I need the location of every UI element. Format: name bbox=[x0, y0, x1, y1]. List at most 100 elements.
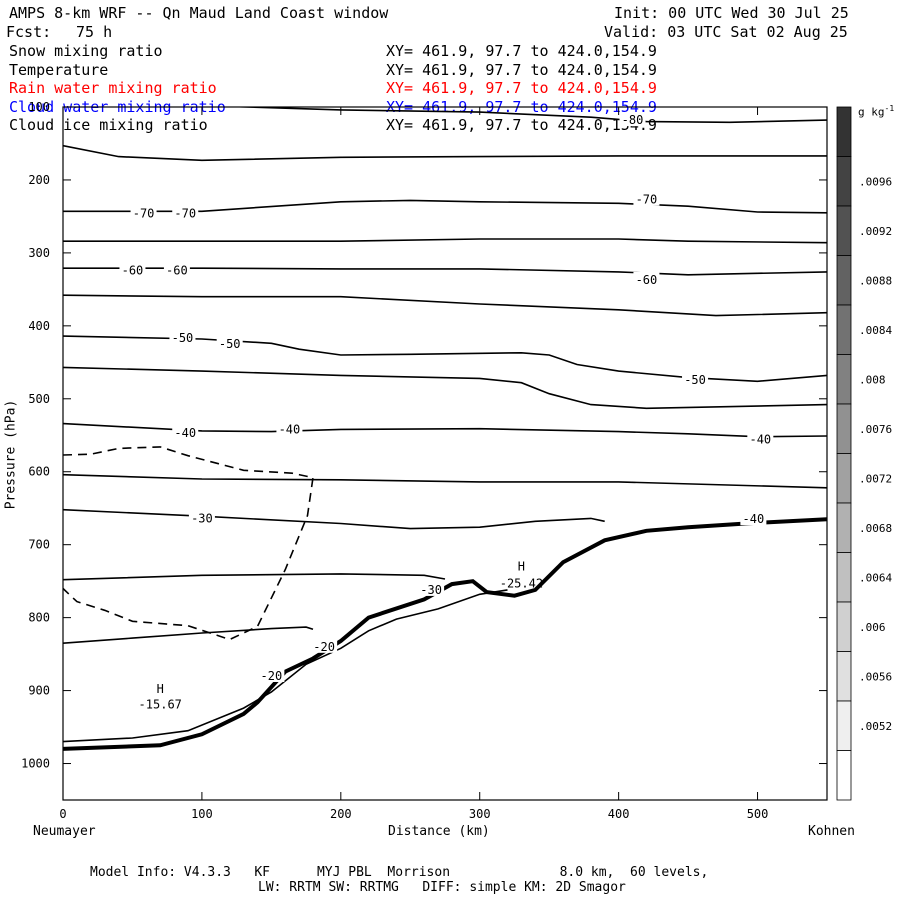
x-end-location: Kohnen bbox=[808, 824, 855, 839]
colorbar-label: .0096 bbox=[859, 175, 892, 188]
colorbar-bin bbox=[836, 502, 852, 553]
field-section-coords: XY= 461.9, 97.7 to 424.0,154.9 bbox=[386, 60, 657, 79]
extremum-annotation: -25.42 bbox=[500, 576, 543, 590]
snow-mixing-ratio-contour bbox=[63, 446, 314, 641]
contour-label: -20 bbox=[313, 640, 335, 654]
extremum-annotation: H bbox=[157, 682, 164, 696]
chart-title: AMPS 8-km WRF -- Qn Maud Land Coast wind… bbox=[9, 4, 389, 22]
colorbar-bin bbox=[836, 651, 852, 702]
contour-label-bg bbox=[747, 431, 774, 446]
y-tick-label: 300 bbox=[28, 246, 50, 260]
x-tick-label: 400 bbox=[608, 807, 630, 821]
colorbar-label: .0072 bbox=[859, 472, 892, 485]
y-tick-label: 400 bbox=[28, 319, 50, 333]
forecast-hours: 75 h bbox=[76, 23, 113, 41]
x-tick-label: 300 bbox=[469, 807, 491, 821]
contour-label: -70 bbox=[636, 193, 658, 207]
contour-label-bg bbox=[216, 336, 243, 351]
contour-label-bg bbox=[172, 425, 199, 440]
colorbar-unit: g kg-1 bbox=[858, 104, 895, 119]
x-tick-label: 100 bbox=[191, 807, 213, 821]
contour-label-bg bbox=[619, 112, 646, 127]
extremum-annotation: H bbox=[518, 560, 525, 574]
field-section-coords: XY= 461.9, 97.7 to 424.0,154.9 bbox=[386, 42, 657, 60]
x-axis-label: Distance (km) bbox=[388, 824, 490, 839]
contour-label-bg bbox=[258, 667, 285, 682]
colorbar-bin bbox=[836, 156, 852, 207]
colorbar-bin bbox=[836, 205, 852, 256]
colorbar-label: .0052 bbox=[859, 720, 892, 733]
contour-label-bg bbox=[188, 510, 215, 525]
contour-label: -50 bbox=[684, 373, 706, 387]
y-tick-label: 800 bbox=[28, 611, 50, 625]
contour-label: -30 bbox=[191, 511, 213, 525]
temperature-contour bbox=[63, 626, 314, 644]
extremum-annotation: -15.67 bbox=[139, 697, 182, 711]
x-tick-label: 200 bbox=[330, 807, 352, 821]
x-tick-label: 500 bbox=[747, 807, 769, 821]
colorbar-bin bbox=[836, 552, 852, 603]
contour-label-bg bbox=[163, 262, 190, 277]
field-section-coords: XY= 461.9, 97.7 to 424.0,154.9 bbox=[386, 79, 657, 97]
contour-label: -60 bbox=[636, 273, 658, 287]
contour-label-bg bbox=[633, 271, 660, 286]
contour-label-bg bbox=[276, 421, 303, 436]
colorbar-bin bbox=[836, 354, 852, 405]
colorbar-label: .008 bbox=[859, 373, 886, 386]
temperature-contour bbox=[63, 589, 508, 743]
y-tick-label: 700 bbox=[28, 538, 50, 552]
x-start-location: Neumayer bbox=[33, 824, 96, 839]
colorbar-label: .0068 bbox=[859, 522, 892, 535]
colorbar-label: .0064 bbox=[859, 571, 892, 584]
contour-label-bg bbox=[740, 511, 767, 526]
colorbar-label: .0056 bbox=[859, 670, 892, 683]
contour-label: -40 bbox=[749, 433, 771, 447]
field-name: Snow mixing ratio bbox=[9, 42, 163, 60]
x-tick-label: 0 bbox=[59, 807, 66, 821]
y-tick-label: 100 bbox=[28, 100, 50, 114]
contour-label-bg bbox=[418, 581, 445, 596]
contour-label: -60 bbox=[166, 263, 188, 277]
temperature-contour bbox=[63, 199, 827, 214]
y-tick-label: 1000 bbox=[21, 757, 50, 771]
contour-label: -50 bbox=[172, 331, 194, 345]
contour-label: -30 bbox=[420, 583, 442, 597]
contour-label-bg bbox=[130, 205, 157, 220]
contour-label: -20 bbox=[261, 669, 283, 683]
model-info-line2: LW: RRTM SW: RRTMG DIFF: simple KM: 2D S… bbox=[258, 880, 626, 895]
temperature-contour bbox=[63, 267, 827, 276]
plot-frame bbox=[62, 106, 828, 801]
contour-label: -60 bbox=[122, 263, 144, 277]
contour-label: -40 bbox=[743, 512, 765, 526]
colorbar-bin bbox=[836, 601, 852, 652]
colorbar-bin bbox=[836, 304, 852, 355]
y-tick-label: 200 bbox=[28, 173, 50, 187]
temperature-contour bbox=[63, 238, 827, 244]
y-tick-label: 900 bbox=[28, 684, 50, 698]
temperature-contour bbox=[63, 508, 605, 530]
valid-time: Valid: 03 UTC Sat 02 Aug 25 bbox=[604, 23, 848, 41]
contour-label: -50 bbox=[219, 337, 241, 351]
contour-label-bg bbox=[633, 191, 660, 206]
colorbar-label: .0076 bbox=[859, 423, 892, 436]
field-name: Temperature bbox=[9, 60, 109, 79]
colorbar-label: .0088 bbox=[859, 274, 892, 287]
temperature-contour bbox=[63, 422, 827, 438]
colorbar-bin bbox=[836, 700, 852, 751]
init-time: Init: 00 UTC Wed 30 Jul 25 bbox=[614, 4, 849, 22]
contour-label-bg bbox=[172, 205, 199, 220]
temperature-contour bbox=[63, 366, 827, 410]
colorbar-bin bbox=[836, 255, 852, 306]
temperature-contour bbox=[63, 294, 827, 317]
temperature-contour bbox=[63, 473, 827, 489]
colorbar-bin bbox=[836, 750, 852, 801]
contour-label: -40 bbox=[174, 426, 196, 440]
model-info-line1: Model Info: V4.3.3 KF MYJ PBL Morrison 8… bbox=[90, 865, 709, 880]
colorbar-bin bbox=[836, 403, 852, 454]
contour-label: -70 bbox=[174, 207, 196, 221]
colorbar-bin bbox=[836, 106, 852, 157]
field-name: Rain water mixing ratio bbox=[9, 79, 217, 97]
temperature-contour bbox=[63, 573, 446, 581]
colorbar-bin bbox=[836, 453, 852, 504]
